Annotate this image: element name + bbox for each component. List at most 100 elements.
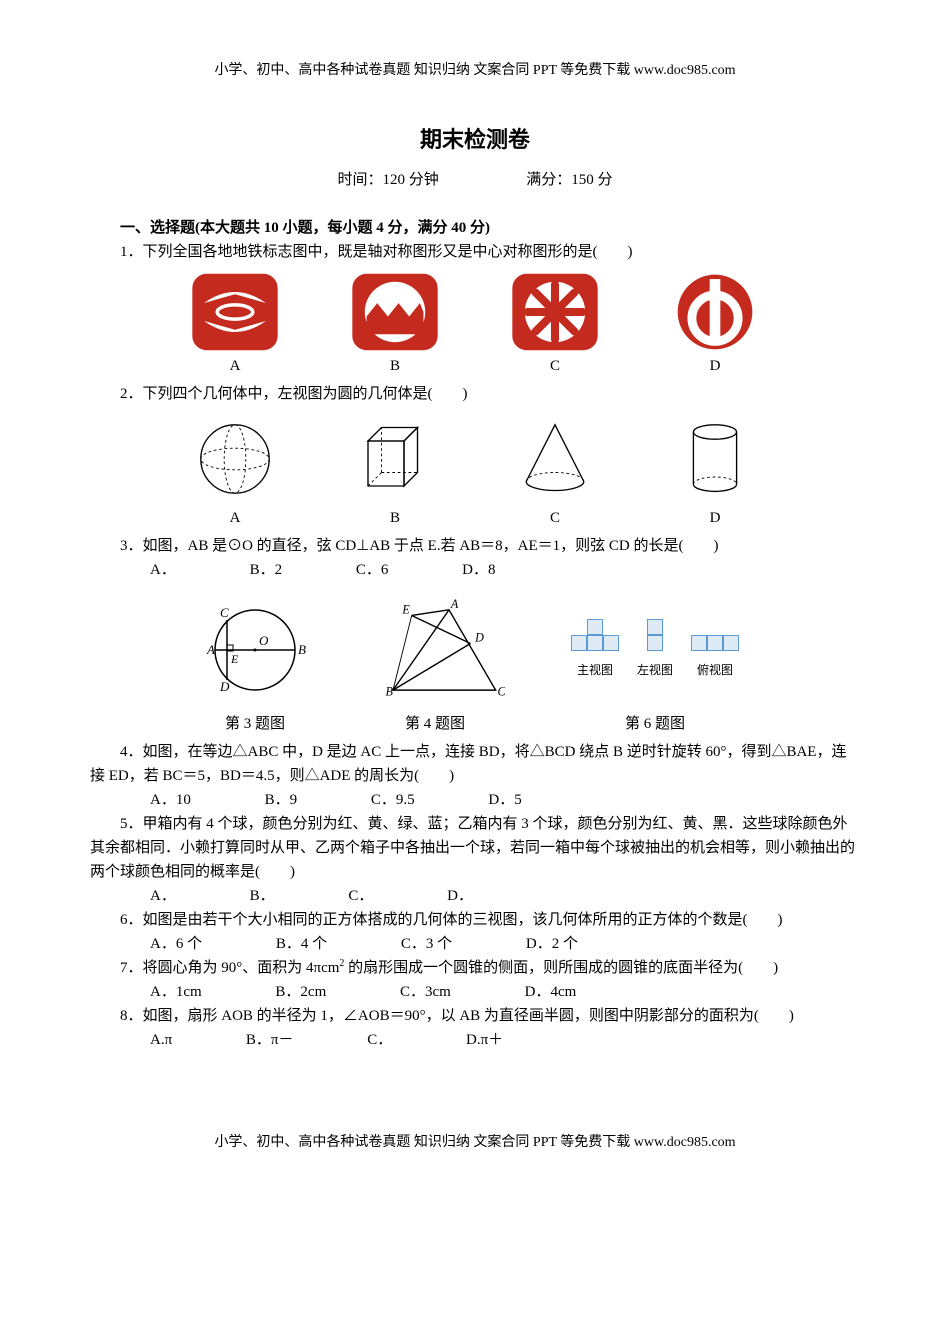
- sphere-icon: [185, 414, 285, 504]
- full-marks: 满分：150 分: [526, 168, 612, 192]
- q2-opt-b: B: [345, 414, 445, 530]
- q1-opt-a: A: [185, 272, 285, 378]
- q7-opt-b: B．2cm: [245, 980, 326, 1004]
- q2-opt-a: A: [185, 414, 285, 530]
- logo-d-icon: [665, 272, 765, 352]
- fig3-col: A B C D E O 第 3 题图: [185, 590, 325, 736]
- q6-opt-b: B．4 个: [246, 932, 327, 956]
- q2-opt-c: C: [505, 414, 605, 530]
- svg-text:B: B: [298, 642, 306, 657]
- q7-text-b: 的扇形围成一个圆锥的侧面，则所围成的圆锥的底面半径为( ): [344, 960, 778, 976]
- q7-opt-a: A．1cm: [120, 980, 202, 1004]
- question-1: 1．下列全国各地地铁标志图中，既是轴对称图形又是中心对称图形的是( ): [90, 240, 860, 264]
- logo-c-icon: [505, 272, 605, 352]
- fig3-icon: A B C D E O: [185, 590, 325, 710]
- q4-opt-c: C．9.5: [341, 788, 415, 812]
- q4-opt-d: D．5: [458, 788, 521, 812]
- question-5: 5．甲箱内有 4 个球，颜色分别为红、黄、绿、蓝；乙箱内有 3 个球，颜色分别为…: [90, 812, 860, 884]
- svg-text:E: E: [401, 602, 410, 616]
- q3-opt-c: C．6: [326, 558, 389, 582]
- q2-cap-c: C: [505, 506, 605, 530]
- q2-cap-d: D: [665, 506, 765, 530]
- tv-main: 主视图: [571, 619, 619, 680]
- q8-choices: A.π B．π－ C． D.π＋: [90, 1028, 860, 1052]
- tv-left: 左视图: [637, 619, 673, 680]
- tv-top: 俯视图: [691, 635, 739, 680]
- q7-text-a: 7．将圆心角为 90°、面积为 4πcm: [120, 960, 339, 976]
- q4-opt-b: B．9: [235, 788, 298, 812]
- q1-cap-d: D: [665, 354, 765, 378]
- time-allowed: 时间：120 分钟: [337, 168, 438, 192]
- q5-opt-d: D．: [417, 884, 473, 908]
- q1-opt-c: C: [505, 272, 605, 378]
- section-1-heading: 一、选择题(本大题共 10 小题，每小题 4 分，满分 40 分): [90, 216, 860, 240]
- footer-note: 小学、初中、高中各种试卷真题 知识归纳 文案合同 PPT 等免费下载 www.d…: [90, 1132, 860, 1154]
- q3-choices: A． B．2 C．6 D．8: [90, 558, 860, 582]
- question-8: 8．如图，扇形 AOB 的半径为 1，∠AOB＝90°，以 AB 为直径画半圆，…: [90, 1004, 860, 1028]
- svg-text:B: B: [386, 684, 394, 698]
- q1-cap-b: B: [345, 354, 445, 378]
- q5-opt-b: B．: [220, 884, 275, 908]
- exam-title: 期末检测卷: [90, 122, 860, 157]
- cylinder-icon: [665, 414, 765, 504]
- svg-text:E: E: [230, 652, 239, 666]
- q3-opt-b: B．2: [220, 558, 283, 582]
- fig4-icon: A B C D E: [365, 590, 505, 710]
- q3-opt-d: D．8: [432, 558, 495, 582]
- svg-text:D: D: [474, 630, 484, 644]
- header-note: 小学、初中、高中各种试卷真题 知识归纳 文案合同 PPT 等免费下载 www.d…: [90, 60, 860, 82]
- q8-opt-c: C．: [337, 1028, 392, 1052]
- fig-row-3-4-6: A B C D E O 第 3 题图 A B: [90, 590, 860, 736]
- q6-opt-a: A．6 个: [120, 932, 202, 956]
- question-7: 7．将圆心角为 90°、面积为 4πcm2 的扇形围成一个圆锥的侧面，则所围成的…: [90, 956, 860, 980]
- q4-opt-a: A．10: [120, 788, 191, 812]
- exam-page: 小学、初中、高中各种试卷真题 知识归纳 文案合同 PPT 等免费下载 www.d…: [0, 0, 950, 1214]
- svg-text:A: A: [450, 597, 459, 611]
- q7-opt-c: C．3cm: [370, 980, 451, 1004]
- q1-opt-d: D: [665, 272, 765, 378]
- q1-cap-a: A: [185, 354, 285, 378]
- question-3: 3．如图，AB 是⊙O 的直径，弦 CD⊥AB 于点 E.若 AB＝8，AE＝1…: [90, 534, 860, 558]
- q7-choices: A．1cm B．2cm C．3cm D．4cm: [90, 980, 860, 1004]
- q1-opt-b: B: [345, 272, 445, 378]
- svg-text:O: O: [259, 633, 269, 648]
- q8-opt-d: D.π＋: [436, 1028, 503, 1052]
- q5-opt-c: C．: [318, 884, 373, 908]
- q6-choices: A．6 个 B．4 个 C．3 个 D．2 个: [90, 932, 860, 956]
- fig6-col: 主视图 左视图 俯视图: [545, 590, 765, 736]
- q1-cap-c: C: [505, 354, 605, 378]
- fig6-cap: 第 6 题图: [545, 712, 765, 736]
- q2-opt-d: D: [665, 414, 765, 530]
- tv-main-label: 主视图: [571, 661, 619, 680]
- q2-cap-b: B: [345, 506, 445, 530]
- q4-choices: A．10 B．9 C．9.5 D．5: [90, 788, 860, 812]
- svg-text:C: C: [498, 684, 505, 698]
- q2-cap-a: A: [185, 506, 285, 530]
- fig4-cap: 第 4 题图: [365, 712, 505, 736]
- q6-opt-d: D．2 个: [496, 932, 578, 956]
- question-6: 6．如图是由若干个大小相同的正方体搭成的几何体的三视图，该几何体所用的正方体的个…: [90, 908, 860, 932]
- question-4: 4．如图，在等边△ABC 中，D 是边 AC 上一点，连接 BD，将△BCD 绕…: [90, 740, 860, 788]
- svg-text:D: D: [219, 679, 230, 694]
- svg-text:A: A: [206, 642, 215, 657]
- timing-line: 时间：120 分钟 满分：150 分: [90, 168, 860, 192]
- logo-b-icon: [345, 272, 445, 352]
- fig6-icon: 主视图 左视图 俯视图: [545, 590, 765, 710]
- cone-icon: [505, 414, 605, 504]
- three-view: 主视图 左视图 俯视图: [571, 619, 739, 680]
- svg-text:C: C: [220, 605, 229, 620]
- q3-opt-a: A．: [120, 558, 176, 582]
- question-2: 2．下列四个几何体中，左视图为圆的几何体是( ): [90, 382, 860, 406]
- q5-choices: A． B． C． D．: [90, 884, 860, 908]
- q7-opt-d: D．4cm: [495, 980, 577, 1004]
- fig4-col: A B C D E 第 4 题图: [365, 590, 505, 736]
- logo-a-icon: [185, 272, 285, 352]
- cube-icon: [345, 414, 445, 504]
- tv-left-label: 左视图: [637, 661, 673, 680]
- q6-opt-c: C．3 个: [371, 932, 452, 956]
- tv-top-label: 俯视图: [691, 661, 739, 680]
- q5-opt-a: A．: [120, 884, 176, 908]
- q8-opt-a: A.π: [120, 1028, 172, 1052]
- q1-figures: A B: [90, 272, 860, 378]
- q8-opt-b: B．π－: [216, 1028, 294, 1052]
